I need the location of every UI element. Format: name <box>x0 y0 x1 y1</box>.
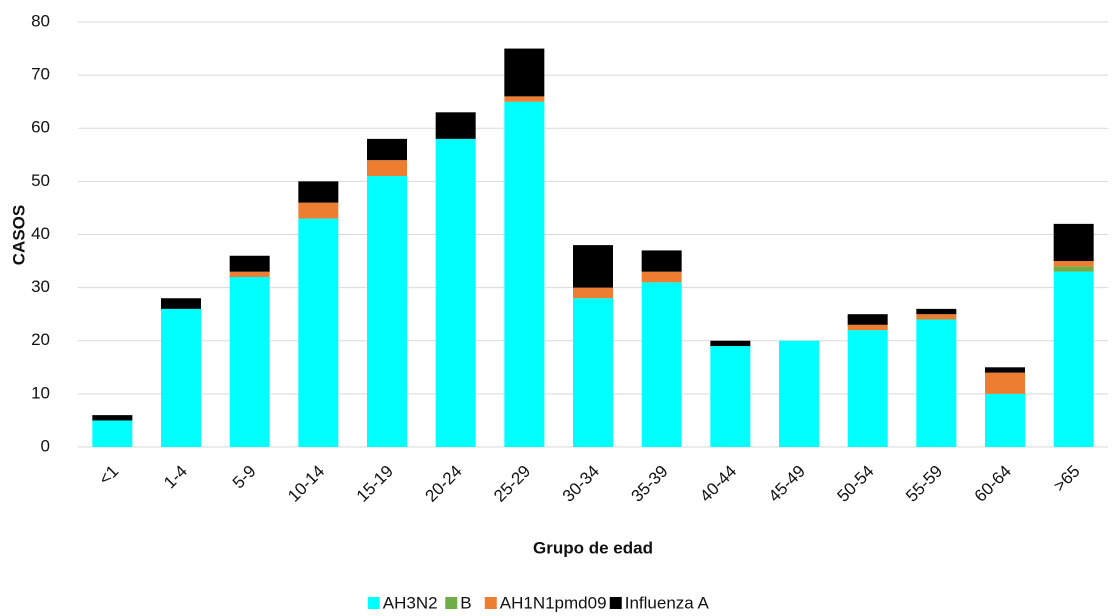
y-tick-label: 50 <box>31 171 50 190</box>
y-tick-label: 30 <box>31 277 50 296</box>
x-axis-title: Grupo de edad <box>533 538 653 557</box>
bar-segment <box>847 330 888 447</box>
legend-label: AH3N2 <box>383 593 438 612</box>
bar-segment <box>298 202 339 219</box>
bar-segment <box>298 181 339 203</box>
bar-segment <box>1053 271 1094 447</box>
bar-segment <box>1053 266 1094 272</box>
bar-segment <box>161 298 201 309</box>
bar-segment <box>710 346 751 447</box>
bar-segment <box>710 340 751 347</box>
x-tick-label: 10-14 <box>284 462 328 506</box>
bar-segment <box>298 218 339 447</box>
bar-segment <box>504 101 545 447</box>
bar-segment <box>1053 261 1094 267</box>
x-tick-label: 45-49 <box>765 462 809 506</box>
bar-segment <box>779 340 819 447</box>
legend-swatch <box>609 597 622 609</box>
bar-segment <box>367 160 407 177</box>
y-tick-label: 80 <box>31 11 50 30</box>
x-tick-label: 1-4 <box>160 462 191 493</box>
x-tick-label: <1 <box>95 462 122 489</box>
legend-swatch <box>484 597 497 609</box>
bar-segment <box>435 112 476 139</box>
y-axis-title: CASOS <box>9 205 28 265</box>
bar-segment <box>985 367 1025 373</box>
y-tick-label: 20 <box>31 330 50 349</box>
bar-segment <box>641 282 682 447</box>
bar-segment <box>573 298 613 447</box>
y-tick-label: 0 <box>41 436 50 455</box>
bar-segment <box>641 250 682 272</box>
x-tick-label: 15-19 <box>353 462 397 506</box>
bar-segment <box>985 393 1025 447</box>
y-tick-label: 40 <box>31 224 50 243</box>
bar-segment <box>847 324 888 331</box>
x-tick-label: 30-34 <box>559 462 603 506</box>
y-tick-label: 70 <box>31 65 50 84</box>
bar-segment <box>367 176 407 447</box>
bar-segment <box>229 255 270 272</box>
bar-segment <box>229 277 270 447</box>
bar-segment <box>435 138 476 447</box>
x-tick-label: 40-44 <box>696 462 740 506</box>
bar-segment <box>641 271 682 283</box>
bar-segment <box>92 415 133 421</box>
bar-segment <box>916 314 957 320</box>
x-tick-label: 20-24 <box>421 462 465 506</box>
bar-segment <box>504 96 545 102</box>
legend-swatch <box>367 597 380 609</box>
legend-label: Influenza A <box>625 593 710 612</box>
bar-segment <box>229 271 270 277</box>
legend-label: B <box>460 593 471 612</box>
x-tick-label: 50-54 <box>833 462 877 506</box>
bar-segment <box>573 287 613 299</box>
bar-segment <box>92 420 133 447</box>
x-tick-label: 25-29 <box>490 462 534 506</box>
bar-segment <box>161 308 201 447</box>
x-tick-label: 55-59 <box>902 462 946 506</box>
y-tick-label: 10 <box>31 383 50 402</box>
bar-segment <box>573 245 613 288</box>
bar-segment <box>504 48 545 97</box>
bar-segment <box>367 138 407 161</box>
bar-segment <box>985 372 1025 394</box>
x-tick-label: 35-39 <box>627 462 671 506</box>
y-tick-label: 60 <box>31 118 50 137</box>
legend-label: AH1N1pmd09 <box>500 593 607 612</box>
x-tick-label: >65 <box>1050 462 1084 496</box>
x-tick-label: 5-9 <box>229 462 260 493</box>
bar-segment <box>916 308 957 315</box>
bar-segment <box>847 314 888 325</box>
bar-segment <box>916 319 957 447</box>
bar-segment <box>1053 223 1094 262</box>
legend-swatch <box>445 597 458 609</box>
x-tick-label: 60-64 <box>971 462 1015 506</box>
